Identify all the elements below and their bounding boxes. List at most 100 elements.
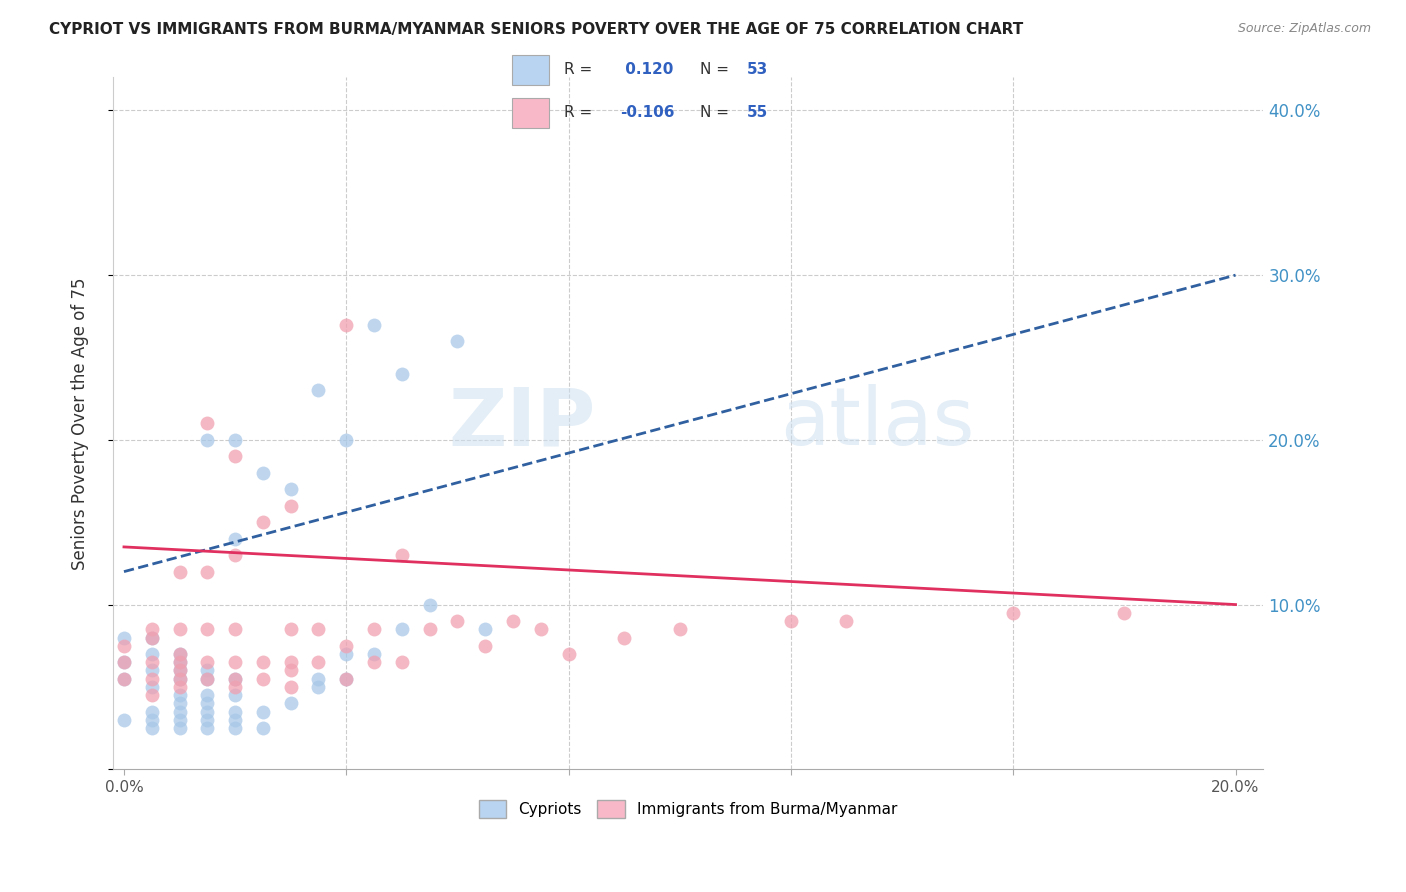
Point (335, 433, 357, 447)
Point (308, 680, 330, 694)
Point (363, 318, 385, 332)
FancyBboxPatch shape (512, 98, 548, 128)
Point (252, 721, 274, 735)
Legend: Cypriots, Immigrants from Burma/Myanmar: Cypriots, Immigrants from Burma/Myanmar (472, 794, 904, 824)
Point (141, 721, 163, 735)
Point (224, 532, 246, 546)
Point (335, 672, 357, 686)
Point (224, 721, 246, 735)
Point (112, 713, 135, 727)
Point (613, 631, 636, 645)
Point (252, 515, 274, 529)
Point (141, 655, 163, 669)
Point (252, 705, 274, 719)
Text: -0.106: -0.106 (620, 105, 675, 120)
Point (308, 622, 330, 636)
Point (169, 672, 191, 686)
Point (1114, 606, 1136, 620)
Point (112, 639, 135, 653)
Point (1002, 606, 1025, 620)
Point (195, 697, 218, 711)
Point (280, 680, 302, 694)
Point (141, 631, 163, 645)
Point (280, 499, 302, 513)
Point (141, 672, 163, 686)
Point (169, 655, 191, 669)
Point (280, 697, 302, 711)
Point (112, 655, 135, 669)
Point (419, 598, 441, 612)
Point (446, 334, 468, 348)
Point (224, 655, 246, 669)
Point (169, 697, 191, 711)
Point (224, 688, 246, 702)
Point (391, 655, 413, 669)
Point (835, 614, 858, 628)
Point (169, 721, 191, 735)
Point (308, 672, 330, 686)
Point (308, 655, 330, 669)
Point (224, 450, 246, 464)
Point (391, 622, 413, 636)
Point (195, 664, 218, 678)
Point (195, 672, 218, 686)
Point (780, 614, 803, 628)
Point (335, 672, 357, 686)
Text: N =: N = (700, 62, 734, 78)
Point (280, 655, 302, 669)
Point (280, 622, 302, 636)
Point (141, 680, 163, 694)
Text: 53: 53 (747, 62, 768, 78)
Point (169, 565, 191, 579)
Point (112, 655, 135, 669)
Point (224, 705, 246, 719)
Point (169, 647, 191, 661)
Point (280, 664, 302, 678)
Point (224, 672, 246, 686)
Point (363, 647, 385, 661)
Point (112, 672, 135, 686)
Point (252, 655, 274, 669)
Text: 55: 55 (747, 105, 768, 120)
Point (363, 655, 385, 669)
Y-axis label: Seniors Poverty Over the Age of 75: Seniors Poverty Over the Age of 75 (72, 277, 89, 570)
Point (141, 622, 163, 636)
Point (195, 688, 218, 702)
Text: atlas: atlas (780, 384, 974, 462)
Point (195, 713, 218, 727)
Point (169, 680, 191, 694)
Point (224, 548, 246, 562)
Point (252, 672, 274, 686)
Point (335, 639, 357, 653)
Text: 0.120: 0.120 (620, 62, 673, 78)
Point (419, 622, 441, 636)
Point (557, 647, 579, 661)
Point (224, 622, 246, 636)
Point (141, 705, 163, 719)
Point (391, 548, 413, 562)
Point (169, 705, 191, 719)
FancyBboxPatch shape (512, 55, 548, 85)
Point (195, 705, 218, 719)
Point (169, 655, 191, 669)
Point (195, 655, 218, 669)
Point (474, 639, 496, 653)
Point (335, 318, 357, 332)
Point (169, 713, 191, 727)
Point (195, 433, 218, 447)
Point (363, 622, 385, 636)
Point (391, 367, 413, 381)
Point (112, 672, 135, 686)
Point (195, 721, 218, 735)
Point (252, 466, 274, 480)
Point (141, 713, 163, 727)
Point (141, 647, 163, 661)
Point (112, 631, 135, 645)
Point (169, 647, 191, 661)
Point (502, 614, 524, 628)
Point (169, 664, 191, 678)
Point (141, 631, 163, 645)
Point (169, 622, 191, 636)
Text: N =: N = (700, 105, 734, 120)
Text: ZIP: ZIP (449, 384, 596, 462)
